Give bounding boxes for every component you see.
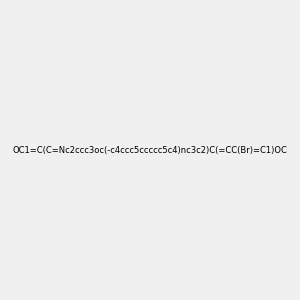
Text: OC1=C(C=Nc2ccc3oc(-c4ccc5ccccc5c4)nc3c2)C(=CC(Br)=C1)OC: OC1=C(C=Nc2ccc3oc(-c4ccc5ccccc5c4)nc3c2)… bbox=[13, 146, 287, 154]
